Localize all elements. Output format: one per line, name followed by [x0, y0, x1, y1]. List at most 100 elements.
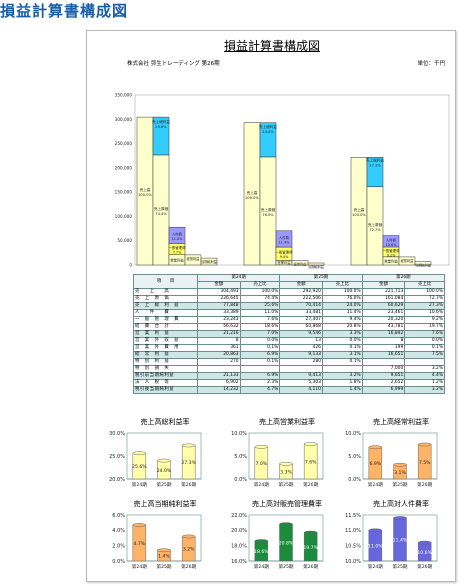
x-tick-label: 第24期	[132, 481, 147, 488]
ratio-bar-cap	[368, 445, 383, 450]
x-tick-label: 第25期	[392, 481, 407, 488]
company-name: 株式会社 弥生トレーディング 第26期	[127, 61, 220, 67]
y-tick-label: 10.0%	[231, 431, 247, 437]
personnel-bar-label: 人件費	[279, 235, 290, 240]
data-label: 20.8%	[279, 541, 294, 547]
y-tick-label: 0.0%	[348, 477, 361, 483]
y-tick-label: 18.0%	[231, 543, 247, 549]
ratio-bar-cap	[181, 534, 196, 539]
ratio-bar-cap	[279, 522, 293, 527]
admin-bar-pct: 9.4%	[280, 255, 289, 259]
page-heading: 損益計算書構成図	[0, 2, 129, 20]
x-tick-label: 第25期	[392, 563, 407, 570]
x-tick-label: 第24期	[254, 563, 269, 570]
ordinary-bar-label: 経常利益	[294, 262, 308, 267]
ratio-bar-cap	[157, 548, 171, 553]
personnel-bar-label: 人件費	[386, 237, 397, 242]
sales-bar-pct: 100.0%	[352, 213, 366, 217]
ratio-chart: 22.0% 20.0% 18.0% 16.0% 18.6% 第24期 20.8% 第25期 19…	[231, 513, 324, 570]
data-label: 3.1%	[394, 470, 406, 476]
admin-bar-label: 一般管理費	[276, 250, 294, 255]
data-label: 7.5%	[419, 460, 431, 466]
y-tick-label: 5.0%	[234, 454, 247, 460]
gross-bar-pct: 25.6%	[155, 125, 167, 129]
ordinary-profit-bar	[398, 256, 416, 266]
x-tick-label: 第24期	[254, 481, 269, 488]
table-row: 税引後当期純利益 14,232 4.7% 4,110 1.4% 6,999 3.2%	[133, 386, 445, 394]
pl-table: 項 目 第24期 第25期 第26期 金額 売上比 金額 売上比 金額 売上比 …	[133, 274, 446, 394]
y-tick-label: 200,000	[115, 165, 133, 170]
gross-bar-pct: 27.3%	[369, 164, 381, 168]
x-tick-label: 第24期	[368, 481, 383, 488]
x-tick-label: 第25期	[156, 481, 171, 488]
ordinary-bar-label: 経常利益	[401, 258, 415, 263]
y-tick-label: 350,000	[115, 93, 133, 98]
cost-bar-label: 売上原価	[261, 207, 276, 212]
ratio-bar-cap	[393, 462, 407, 467]
y-tick-label: 50,000	[117, 238, 132, 243]
sales-bar-pct: 100.0%	[245, 196, 259, 200]
ratio-chart-title: 売上高営業利益率	[259, 418, 315, 426]
data-label: 11.0%	[368, 544, 383, 550]
ratio-chart: 10.0% 5.0% 0.0% 7.0% 第24期 3.3% 第25期 7.6% 第26期	[231, 431, 324, 488]
personnel-expense-bar	[168, 226, 186, 244]
sales-bar-label: 売上高	[140, 187, 151, 192]
y-tick-label: 150,000	[115, 190, 133, 195]
ratio-bar-cap	[368, 528, 383, 533]
personnel-bar-pct: 11.0%	[172, 237, 184, 241]
sales-bar-label: 売上高	[247, 190, 258, 195]
admin-bar-label: 一般管理費	[383, 248, 401, 253]
net-profit-bar	[200, 257, 218, 266]
table-row: 売 上 高 304,493 100.0% 292,920 100.0% 221,713 10…	[133, 288, 445, 296]
ratio-bar-cap	[254, 444, 269, 449]
table-row: 営 業 利 益 21,216 7.0% 9,546 3.3% 16,842 7.6%	[133, 330, 445, 338]
y-tick-label: 300,000	[115, 117, 133, 122]
row-label: 税引後当期純利益	[133, 386, 198, 394]
data-label: 3.2%	[183, 547, 195, 553]
data-label: 25.6%	[132, 464, 147, 470]
pl-composition-chart: 350,000 300,000 250,000 200,000 150,000 100,0…	[115, 93, 450, 269]
x-tick-label: 第26期	[417, 563, 432, 570]
document-title: 損益計算書構成図	[223, 39, 320, 53]
x-tick-label: 第26期	[303, 481, 318, 488]
net-bar-label: 当期純利益	[415, 263, 432, 268]
y-tick-label: 22.0%	[231, 513, 247, 519]
ratio-chart-title: 売上高対販売管理費率	[252, 500, 322, 508]
personnel-bar-pct: 10.6%	[386, 243, 398, 247]
ratio-chart: 10.0% 5.0% 0.0% 6.9% 第24期 3.1% 第25期 7.5% 第26期	[345, 431, 438, 488]
ratio-charts: 売上高総利益率 30.0% 25.0% 20.0% 25.6% 第24期 24.0% 第25期…	[87, 31, 457, 583]
y-tick-label: 10.5%	[345, 543, 361, 549]
y-tick-label: 16.0%	[231, 559, 247, 565]
net-profit-bar	[307, 262, 325, 266]
gross-bar-label: 売上総利益	[259, 124, 277, 129]
admin-bar-pct: 7.7%	[173, 251, 182, 255]
gross-profit-bar	[259, 122, 277, 158]
personnel-bar-label: 人件費	[172, 231, 183, 236]
ratio-bar-cap	[393, 516, 407, 520]
x-tick-label: 第26期	[181, 563, 196, 570]
personnel-bar-pct: 11.4%	[279, 240, 291, 244]
table-row: 営 業 外 収 益 8 0.0% 13 0.0% 8 0.0%	[133, 337, 445, 345]
y-tick-label: 30.0%	[109, 431, 125, 437]
ratio-chart: 6.0% 4.0% 2.0% 0.0% 4.7% 第24期 1.4% 第25期 3.2% 第26期	[112, 513, 202, 570]
x-tick-label: 第24期	[368, 563, 383, 570]
cost-bar-pct: 74.4%	[155, 212, 167, 216]
ratio-bar-cap	[181, 443, 196, 448]
net-profit-bar	[414, 261, 432, 266]
data-label: 11.4%	[393, 538, 408, 544]
ratio-bar-cap	[132, 451, 147, 456]
gross-bar-label: 売上総利益	[366, 158, 384, 163]
cost-bar-pct: 72.7%	[369, 228, 381, 232]
x-tick-label: 第26期	[303, 563, 318, 570]
ratio-chart-title: 売上高当期純利益率	[133, 500, 197, 508]
x-tick-label: 第25期	[156, 563, 171, 570]
table-row: 特 別 損 失 7,000 3.2%	[133, 365, 445, 373]
data-label: 18.6%	[254, 549, 269, 555]
cost-bar-label: 売上原価	[368, 222, 383, 227]
y-tick-label: 250,000	[115, 141, 133, 146]
data-label: 24.0%	[157, 468, 172, 474]
data-label: 4.7%	[133, 541, 145, 547]
table-header-item: 項 目	[133, 274, 198, 289]
y-tick-label: 0.0%	[112, 559, 125, 565]
